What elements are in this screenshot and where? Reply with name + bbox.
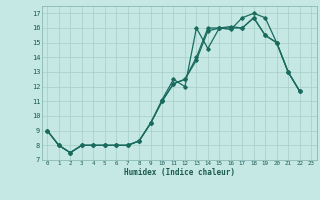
X-axis label: Humidex (Indice chaleur): Humidex (Indice chaleur) bbox=[124, 168, 235, 177]
